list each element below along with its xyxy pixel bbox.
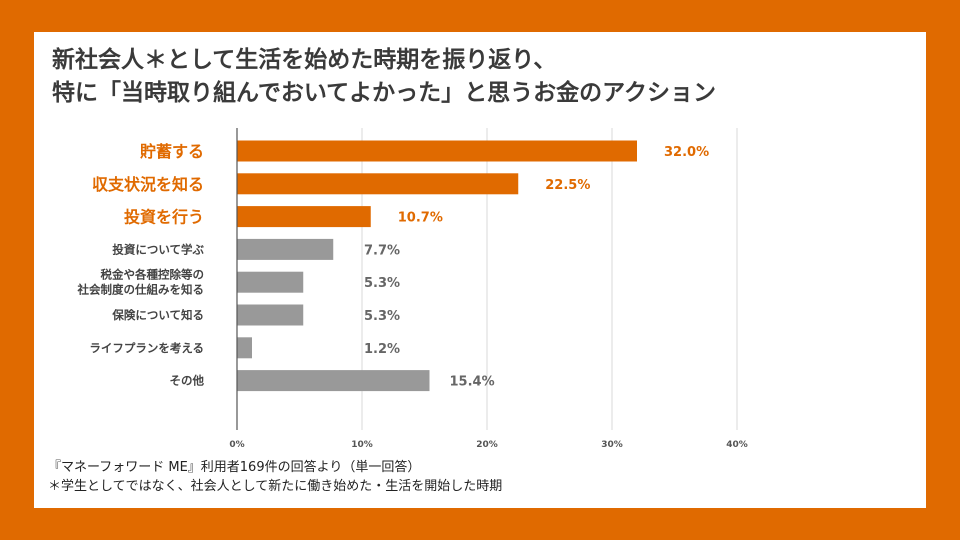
category-label: 投資を行う bbox=[124, 208, 204, 227]
x-tick-label: 0% bbox=[229, 440, 244, 450]
category-label-line: ライフプランを考える bbox=[89, 341, 204, 355]
data-label: 10.7% bbox=[398, 211, 443, 226]
x-tick-label: 30% bbox=[601, 440, 623, 450]
category-label: 税金や各種控除等の社会制度の仕組みを知る bbox=[77, 268, 205, 297]
category-label-line: 投資を行う bbox=[124, 208, 204, 227]
data-label: 5.3% bbox=[364, 276, 400, 291]
bar bbox=[237, 206, 371, 228]
bar bbox=[237, 271, 304, 293]
data-label: 7.7% bbox=[364, 243, 400, 258]
category-label-line: 貯蓄する bbox=[140, 142, 204, 161]
category-label-line: 収支状況を知る bbox=[92, 175, 204, 194]
category-label-line: 税金や各種控除等の bbox=[101, 268, 205, 282]
x-tick-label: 20% bbox=[476, 440, 498, 450]
bar-chart: 0% 10% 20% 30% 40% 32.0% 貯蓄する 22.5% 収支状況を知る 10.7%… bbox=[77, 128, 748, 450]
category-label: その他 bbox=[170, 374, 205, 388]
category-label-line: 保険について知る bbox=[111, 308, 204, 322]
category-label: 投資について学ぶ bbox=[112, 242, 204, 256]
title-line-2: 特に「当時取り組んでおいてよかった」と思うお金のアクション bbox=[52, 80, 717, 106]
category-label: 保険について知る bbox=[111, 308, 204, 322]
bar bbox=[237, 140, 637, 162]
category-label-line: その他 bbox=[170, 374, 205, 388]
bar bbox=[237, 337, 252, 359]
data-label: 15.4% bbox=[450, 375, 495, 390]
data-label: 5.3% bbox=[364, 309, 400, 324]
category-label: ライフプランを考える bbox=[89, 341, 204, 355]
bar bbox=[237, 304, 304, 326]
category-label-line: 社会制度の仕組みを知る bbox=[77, 283, 205, 297]
chart-title: 新社会人＊として生活を始めた時期を振り返り、 特に「当時取り組んでおいてよかった… bbox=[52, 44, 716, 110]
title-line-1: 新社会人＊として生活を始めた時期を振り返り、 bbox=[52, 47, 557, 73]
source-note: 『マネーフォワード ME』利用者169件の回答より（単一回答） bbox=[48, 460, 421, 475]
data-label: 22.5% bbox=[545, 178, 590, 193]
footnotes: 『マネーフォワード ME』利用者169件の回答より（単一回答） ＊学生としてでは… bbox=[48, 458, 502, 496]
bar bbox=[237, 173, 519, 195]
category-label: 収支状況を知る bbox=[92, 175, 204, 194]
category-label: 貯蓄する bbox=[140, 142, 204, 161]
x-tick-label: 10% bbox=[351, 440, 373, 450]
definition-note: ＊学生としてではなく、社会人として新たに働き始めた・生活を開始した時期 bbox=[48, 479, 503, 494]
chart-card: 新社会人＊として生活を始めた時期を振り返り、 特に「当時取り組んでおいてよかった… bbox=[34, 32, 926, 508]
data-label: 32.0% bbox=[664, 145, 709, 160]
data-label: 1.2% bbox=[364, 342, 400, 357]
category-label-line: 投資について学ぶ bbox=[112, 242, 204, 256]
bar bbox=[237, 370, 430, 392]
bar bbox=[237, 238, 334, 260]
x-tick-label: 40% bbox=[726, 440, 748, 450]
